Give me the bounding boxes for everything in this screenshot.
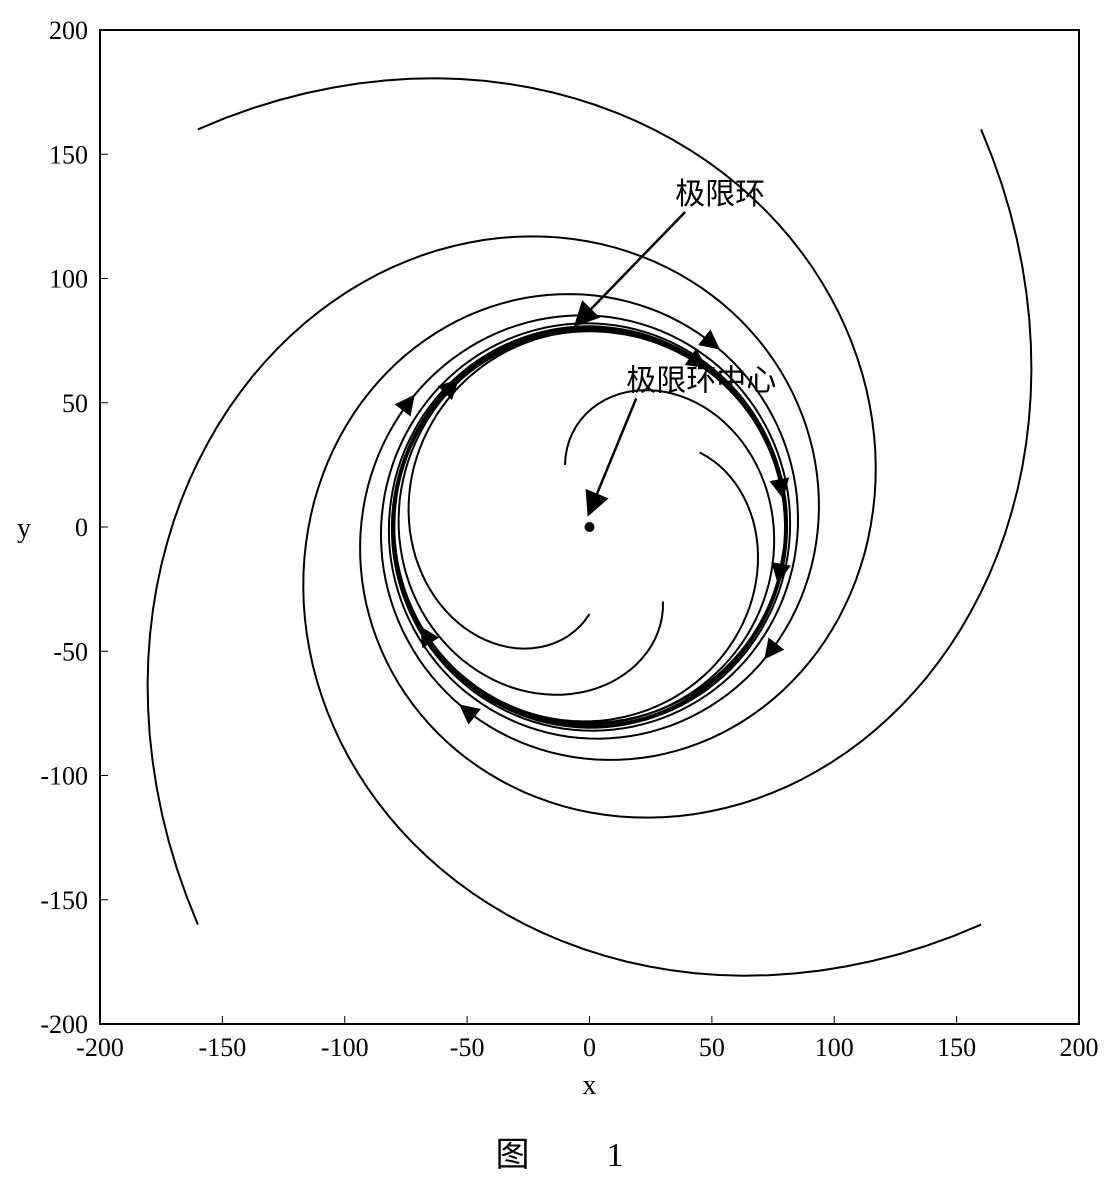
x-axis-label: x	[583, 1070, 597, 1101]
figure-container: -200-150-100-50050100150200-200-150-100-…	[0, 0, 1119, 1194]
center-label: 极限环中心	[626, 364, 776, 397]
y-tick-label: 100	[49, 265, 88, 294]
x-tick-label: 100	[815, 1033, 854, 1062]
phase-portrait-plot: -200-150-100-50050100150200-200-150-100-…	[0, 0, 1119, 1194]
x-tick-label: -100	[321, 1033, 369, 1062]
y-tick-label: -200	[40, 1010, 88, 1039]
caption-number: 1	[607, 1137, 624, 1174]
y-tick-label: -100	[40, 762, 88, 791]
x-tick-label: 150	[937, 1033, 976, 1062]
x-tick-label: -50	[450, 1033, 485, 1062]
figure-caption: 图 1	[0, 1127, 1119, 1176]
limit-cycle-label: 极限环	[675, 178, 765, 211]
y-tick-label: -150	[40, 886, 88, 915]
y-tick-label: -50	[53, 637, 88, 666]
y-axis-label: y	[17, 513, 31, 544]
y-tick-label: 50	[62, 389, 88, 418]
y-tick-label: 0	[75, 513, 88, 542]
y-tick-label: 150	[49, 140, 88, 169]
y-tick-label: 200	[49, 16, 88, 45]
limit-cycle-center-dot	[585, 522, 595, 532]
x-tick-label: 50	[699, 1033, 725, 1062]
x-tick-label: -150	[199, 1033, 247, 1062]
x-tick-label: 200	[1060, 1033, 1099, 1062]
caption-prefix: 图	[496, 1137, 530, 1174]
x-tick-label: 0	[583, 1033, 596, 1062]
